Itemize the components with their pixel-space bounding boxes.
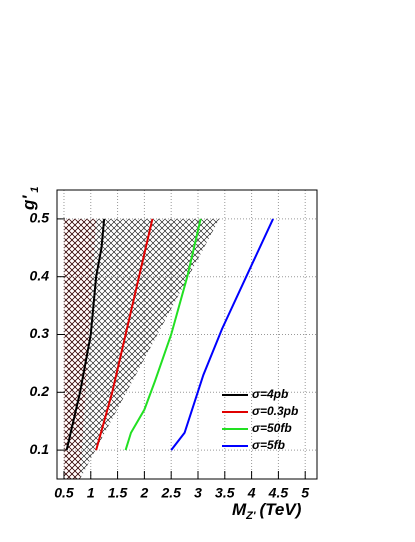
x-label-sub: Z' bbox=[245, 510, 256, 522]
legend-label: σ=5fb bbox=[252, 438, 285, 452]
x-tick-label: 5 bbox=[301, 485, 309, 501]
series-line bbox=[65, 218, 106, 451]
y-tick-label: 0.5 bbox=[30, 210, 50, 226]
y-label-main: g' bbox=[19, 195, 38, 211]
x-tick-label: 4.5 bbox=[268, 485, 289, 501]
regions bbox=[63, 218, 220, 479]
series-line bbox=[124, 218, 202, 451]
x-tick-label: 3.5 bbox=[215, 485, 235, 501]
y-tick-label: 0.4 bbox=[30, 267, 50, 283]
series-line bbox=[95, 218, 154, 451]
x-tick-label: 2.5 bbox=[160, 485, 181, 501]
y-tick-label: 0.2 bbox=[30, 383, 50, 399]
y-axis-label: g' 1 bbox=[19, 186, 40, 211]
legend-label: σ=50fb bbox=[252, 421, 292, 435]
y-label-sub: 1 bbox=[29, 186, 41, 192]
plot-frame bbox=[56, 189, 318, 480]
hatched-region bbox=[63, 218, 220, 479]
x-tick-label: 3 bbox=[194, 485, 202, 501]
lines bbox=[65, 218, 274, 451]
legend-label: σ=4pb bbox=[252, 387, 288, 401]
x-tick-label: 4 bbox=[247, 485, 256, 501]
x-label-main: M bbox=[232, 500, 247, 519]
x-label-unit: (TeV) bbox=[260, 500, 302, 519]
series-line bbox=[170, 218, 274, 451]
y-tick-label: 0.1 bbox=[30, 441, 50, 457]
y-tick-label: 0.3 bbox=[30, 325, 50, 341]
x-tick-label: 0.5 bbox=[54, 485, 74, 501]
legend-label: σ=0.3pb bbox=[252, 404, 298, 418]
x-tick-label: 1.5 bbox=[108, 485, 128, 501]
x-tick-label: 2 bbox=[139, 485, 148, 501]
x-axis-label: MZ' (TeV) bbox=[232, 500, 302, 521]
x-tick-label: 1 bbox=[87, 485, 95, 501]
